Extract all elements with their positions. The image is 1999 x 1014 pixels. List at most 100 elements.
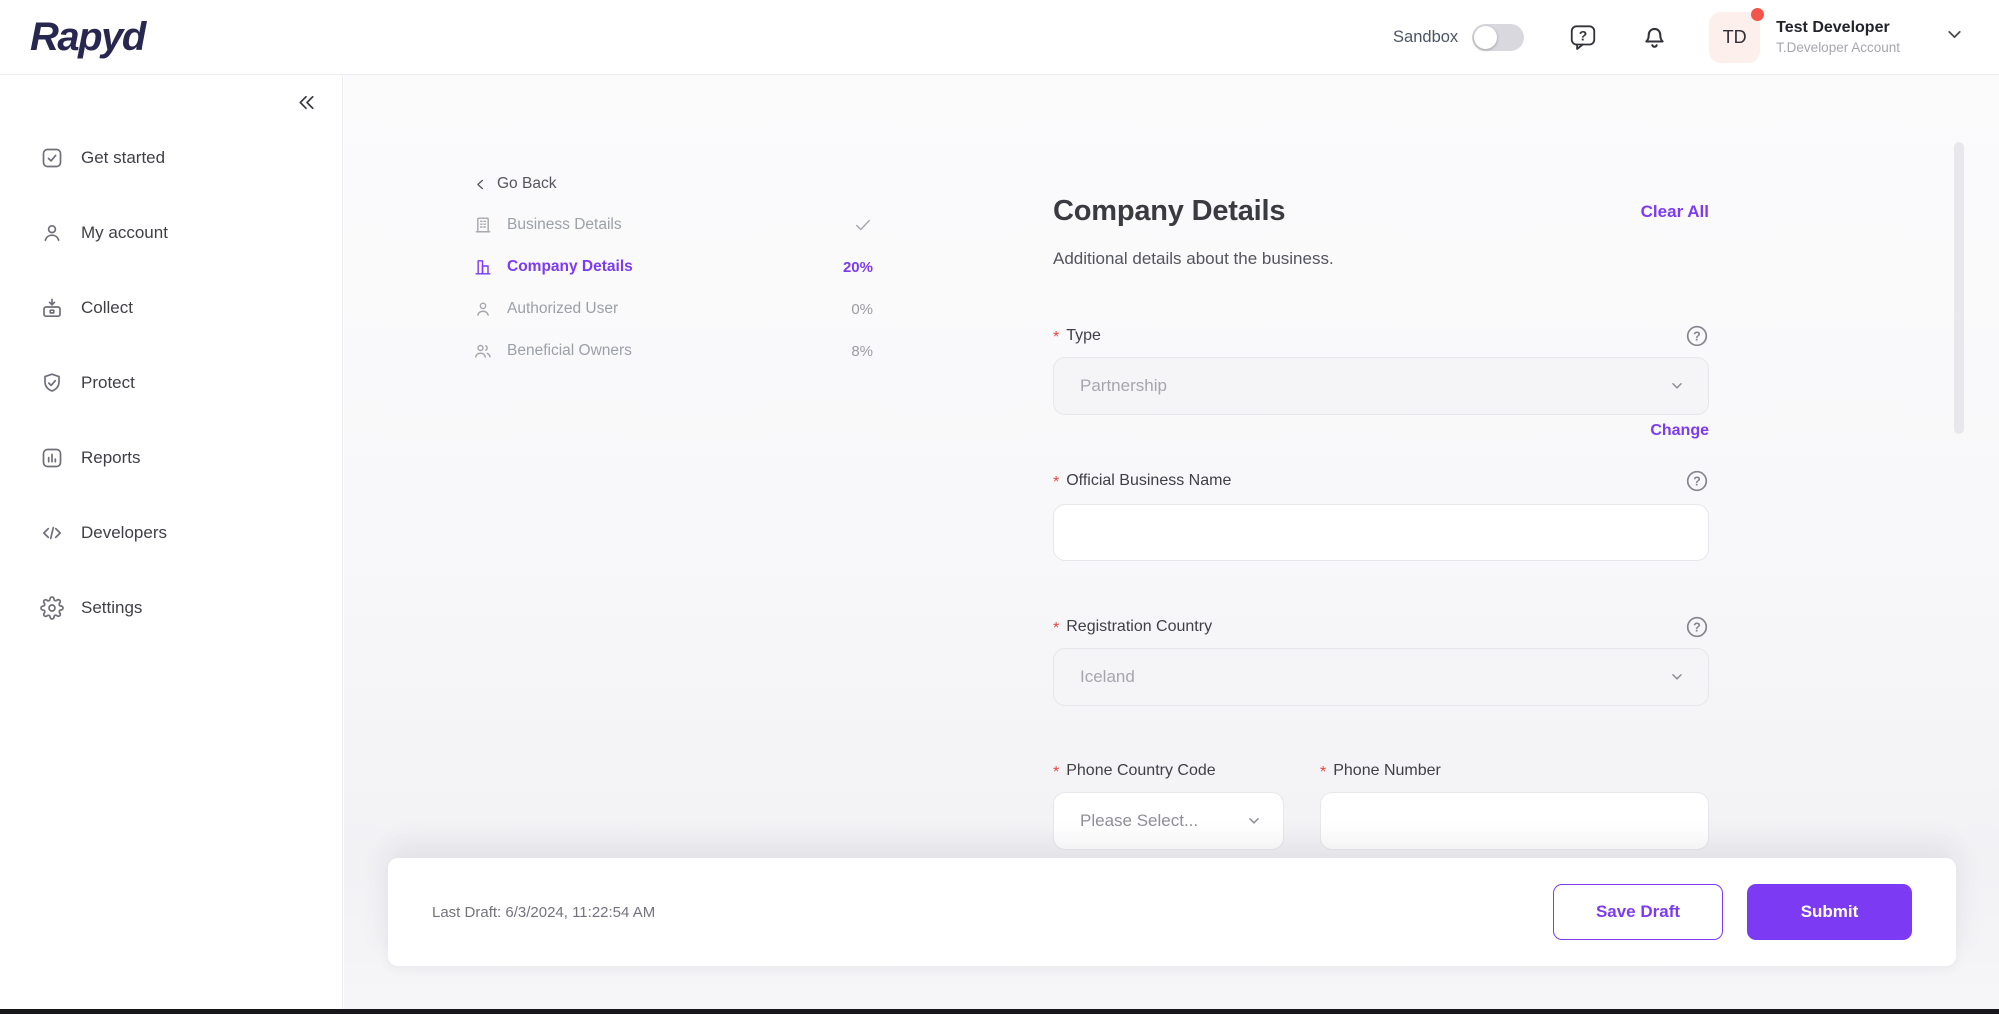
chevron-down-icon bbox=[1672, 673, 1682, 680]
sidebar-item-developers[interactable]: Developers bbox=[0, 495, 342, 570]
page-title: Company Details bbox=[1053, 195, 1286, 227]
sidebar-item-settings[interactable]: Settings bbox=[0, 570, 342, 645]
sidebar-nav: Get started My account Collect bbox=[0, 120, 342, 645]
label-row: Registration Country ? bbox=[1053, 614, 1709, 640]
submit-button[interactable]: Submit bbox=[1747, 884, 1912, 940]
sidebar-item-label: My account bbox=[81, 222, 168, 242]
phone-country-code-group: Phone Country Code Please Select... bbox=[1053, 758, 1284, 850]
sidebar-item-label: Collect bbox=[81, 297, 133, 317]
step-beneficial-owners[interactable]: Beneficial Owners 8% bbox=[473, 330, 873, 372]
go-back-label: Go Back bbox=[497, 175, 557, 192]
code-icon bbox=[42, 526, 62, 539]
sidebar-collapse-button[interactable] bbox=[295, 91, 318, 119]
svg-text:?: ? bbox=[1693, 474, 1701, 488]
notifications-button[interactable] bbox=[1640, 23, 1669, 52]
sandbox-toggle[interactable] bbox=[1472, 23, 1525, 51]
rapyd-logo: Rapyd bbox=[30, 14, 146, 59]
help-circle-icon[interactable]: ? bbox=[1685, 615, 1709, 639]
change-row: Change bbox=[1053, 422, 1709, 440]
field-group-official-business-name: Official Business Name ? bbox=[1053, 468, 1709, 561]
double-chevron-left-icon bbox=[299, 95, 314, 110]
chevron-down-icon bbox=[1249, 817, 1259, 824]
svg-text:?: ? bbox=[1693, 620, 1701, 634]
sandbox-toggle-group: Sandbox bbox=[1393, 23, 1525, 51]
step-progress: 20% bbox=[842, 258, 873, 276]
registration-country-select: Iceland bbox=[1053, 648, 1709, 706]
chevron-left-icon bbox=[477, 179, 484, 189]
type-select-value: Partnership bbox=[1080, 376, 1167, 395]
company-details-form: Company Details Clear All Additional det… bbox=[1053, 195, 1709, 895]
bar-chart-icon bbox=[42, 448, 62, 467]
type-select: Partnership bbox=[1053, 357, 1709, 415]
header-actions: Sandbox ? TD bbox=[1393, 7, 1965, 63]
user-icon bbox=[477, 302, 489, 316]
step-authorized-user[interactable]: Authorized User 0% bbox=[473, 288, 873, 330]
chevron-down-icon[interactable] bbox=[1944, 24, 1965, 50]
scrollbar-thumb[interactable] bbox=[1954, 142, 1964, 434]
phone-number-label: Phone Number bbox=[1320, 762, 1441, 780]
help-circle-icon[interactable]: ? bbox=[1685, 324, 1709, 348]
phone-country-code-select[interactable]: Please Select... bbox=[1053, 792, 1284, 850]
field-group-phone: Phone Country Code Please Select... Phon… bbox=[1053, 758, 1709, 850]
svg-text:?: ? bbox=[1579, 28, 1588, 44]
step-company-details[interactable]: Company Details 20% bbox=[473, 246, 873, 288]
phone-country-code-placeholder: Please Select... bbox=[1080, 811, 1199, 830]
chevron-down-icon bbox=[1672, 382, 1682, 389]
save-draft-button[interactable]: Save Draft bbox=[1553, 884, 1723, 940]
sidebar-item-collect[interactable]: Collect bbox=[0, 270, 342, 345]
official-business-name-label: Official Business Name bbox=[1053, 472, 1231, 490]
sidebar-item-label: Developers bbox=[81, 522, 167, 542]
sidebar-item-label: Get started bbox=[81, 147, 166, 167]
avatar-initials: TD bbox=[1722, 26, 1747, 47]
registration-country-value: Iceland bbox=[1080, 667, 1135, 686]
phone-number-group: Phone Number bbox=[1320, 758, 1709, 850]
sidebar-item-reports[interactable]: Reports bbox=[0, 420, 342, 495]
main-content: Go Back Business Details Company Details bbox=[344, 75, 1999, 1014]
clear-all-link[interactable]: Clear All bbox=[1640, 202, 1709, 221]
account-menu[interactable]: TD Test Developer T.Developer Account bbox=[1709, 7, 1965, 63]
svg-text:?: ? bbox=[1693, 329, 1701, 343]
account-name: T.Developer Account bbox=[1776, 40, 1900, 56]
sidebar-item-label: Reports bbox=[81, 447, 141, 467]
company-buildings-icon bbox=[475, 260, 491, 275]
toggle-knob bbox=[1474, 25, 1498, 49]
last-draft-text: Last Draft: 6/3/2024, 11:22:54 AM bbox=[432, 903, 656, 921]
sidebar-item-get-started[interactable]: Get started bbox=[0, 120, 342, 195]
step-business-details[interactable]: Business Details bbox=[473, 204, 873, 246]
step-label: Beneficial Owners bbox=[507, 342, 632, 359]
help-circle-icon[interactable]: ? bbox=[1685, 469, 1709, 493]
step-label: Business Details bbox=[507, 216, 622, 233]
phone-row: Phone Country Code Please Select... Phon… bbox=[1053, 758, 1709, 850]
sandbox-label: Sandbox bbox=[1393, 27, 1459, 46]
official-business-name-input[interactable] bbox=[1053, 504, 1709, 561]
gear-icon bbox=[40, 595, 64, 620]
step-label: Company Details bbox=[507, 258, 633, 275]
building-icon bbox=[475, 217, 491, 233]
label-row: Phone Country Code bbox=[1053, 758, 1284, 784]
shield-check-icon bbox=[44, 372, 60, 392]
collect-icon bbox=[43, 298, 61, 317]
sidebar-item-label: Protect bbox=[81, 372, 135, 392]
sidebar-item-protect[interactable]: Protect bbox=[0, 345, 342, 420]
type-label: Type bbox=[1053, 327, 1101, 345]
notification-dot bbox=[1751, 7, 1765, 21]
phone-country-code-label: Phone Country Code bbox=[1053, 762, 1215, 780]
form-footer-bar: Last Draft: 6/3/2024, 11:22:54 AM Save D… bbox=[388, 858, 1956, 966]
user-icon bbox=[44, 224, 60, 241]
phone-number-input[interactable] bbox=[1320, 792, 1709, 850]
sidebar-item-my-account[interactable]: My account bbox=[0, 195, 342, 270]
help-button[interactable]: ? bbox=[1568, 22, 1598, 52]
window-bottom-edge bbox=[0, 1009, 1999, 1014]
account-info: Test Developer T.Developer Account bbox=[1776, 19, 1900, 55]
sidebar-item-label: Settings bbox=[81, 597, 143, 617]
label-row: Type ? bbox=[1053, 323, 1709, 349]
step-label: Authorized User bbox=[507, 300, 619, 317]
go-back-link[interactable]: Go Back bbox=[473, 175, 873, 193]
user-name: Test Developer bbox=[1776, 18, 1890, 36]
help-bubble-icon: ? bbox=[1571, 25, 1596, 50]
registration-country-label: Registration Country bbox=[1053, 618, 1212, 636]
checkbox-icon bbox=[42, 148, 62, 167]
change-link[interactable]: Change bbox=[1650, 422, 1709, 439]
check-icon bbox=[856, 219, 870, 231]
